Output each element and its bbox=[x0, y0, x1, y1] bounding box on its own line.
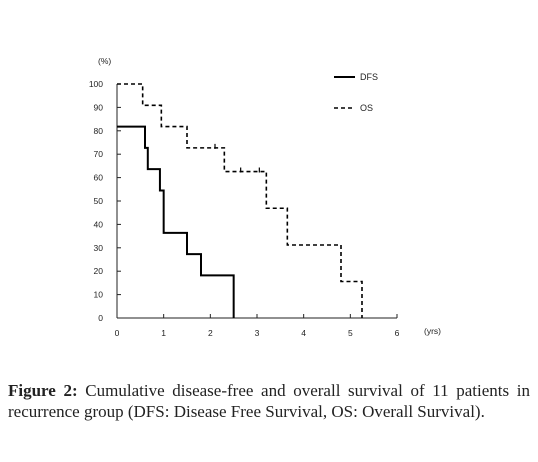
y-tick-label: 10 bbox=[94, 290, 104, 300]
survival-chart: (%) (yrs) 0 10 20 30 40 50 60 70 80 90 100 0 1 2 3 4 5 6… bbox=[89, 56, 441, 338]
y-tick-label: 40 bbox=[94, 219, 104, 229]
x-tick-label: 3 bbox=[255, 328, 260, 338]
x-tick-label: 6 bbox=[395, 328, 400, 338]
series-line-os bbox=[117, 83, 363, 318]
x-tick-label: 1 bbox=[161, 328, 166, 338]
y-tick-label: 30 bbox=[94, 243, 104, 253]
y-tick-labels: 0 10 20 30 40 50 60 70 80 90 100 bbox=[89, 79, 121, 323]
x-unit-label: (yrs) bbox=[424, 326, 441, 336]
legend-label-dfs: DFS bbox=[360, 72, 378, 82]
y-tick-label: 90 bbox=[94, 102, 104, 112]
x-tick-label: 5 bbox=[348, 328, 353, 338]
y-tick-label: 50 bbox=[94, 196, 104, 206]
y-tick-label: 70 bbox=[94, 149, 104, 159]
legend-label-os: OS bbox=[360, 103, 373, 113]
y-tick-label: 100 bbox=[89, 79, 103, 89]
caption-text: Cumulative disease-free and overall surv… bbox=[8, 381, 530, 421]
y-tick-label: 0 bbox=[98, 313, 103, 323]
caption-label: Figure 2: bbox=[8, 381, 78, 400]
x-tick-label: 2 bbox=[208, 328, 213, 338]
series-line-dfs bbox=[117, 125, 235, 318]
chart-axes bbox=[116, 84, 397, 319]
series-layer bbox=[117, 83, 363, 318]
x-tick-label: 4 bbox=[301, 328, 306, 338]
x-tick-label: 0 bbox=[115, 328, 120, 338]
legend-item-dfs: DFS bbox=[334, 72, 378, 82]
y-tick-label: 20 bbox=[94, 266, 104, 276]
legend: DFS OS bbox=[334, 72, 378, 113]
y-tick-label: 80 bbox=[94, 126, 104, 136]
x-tick-labels: 0 1 2 3 4 5 6 bbox=[115, 314, 400, 338]
legend-item-os: OS bbox=[334, 103, 373, 113]
y-tick-label: 60 bbox=[94, 173, 104, 183]
figure-caption: Figure 2: Cumulative disease-free and ov… bbox=[8, 380, 530, 422]
y-unit-label: (%) bbox=[98, 56, 111, 66]
